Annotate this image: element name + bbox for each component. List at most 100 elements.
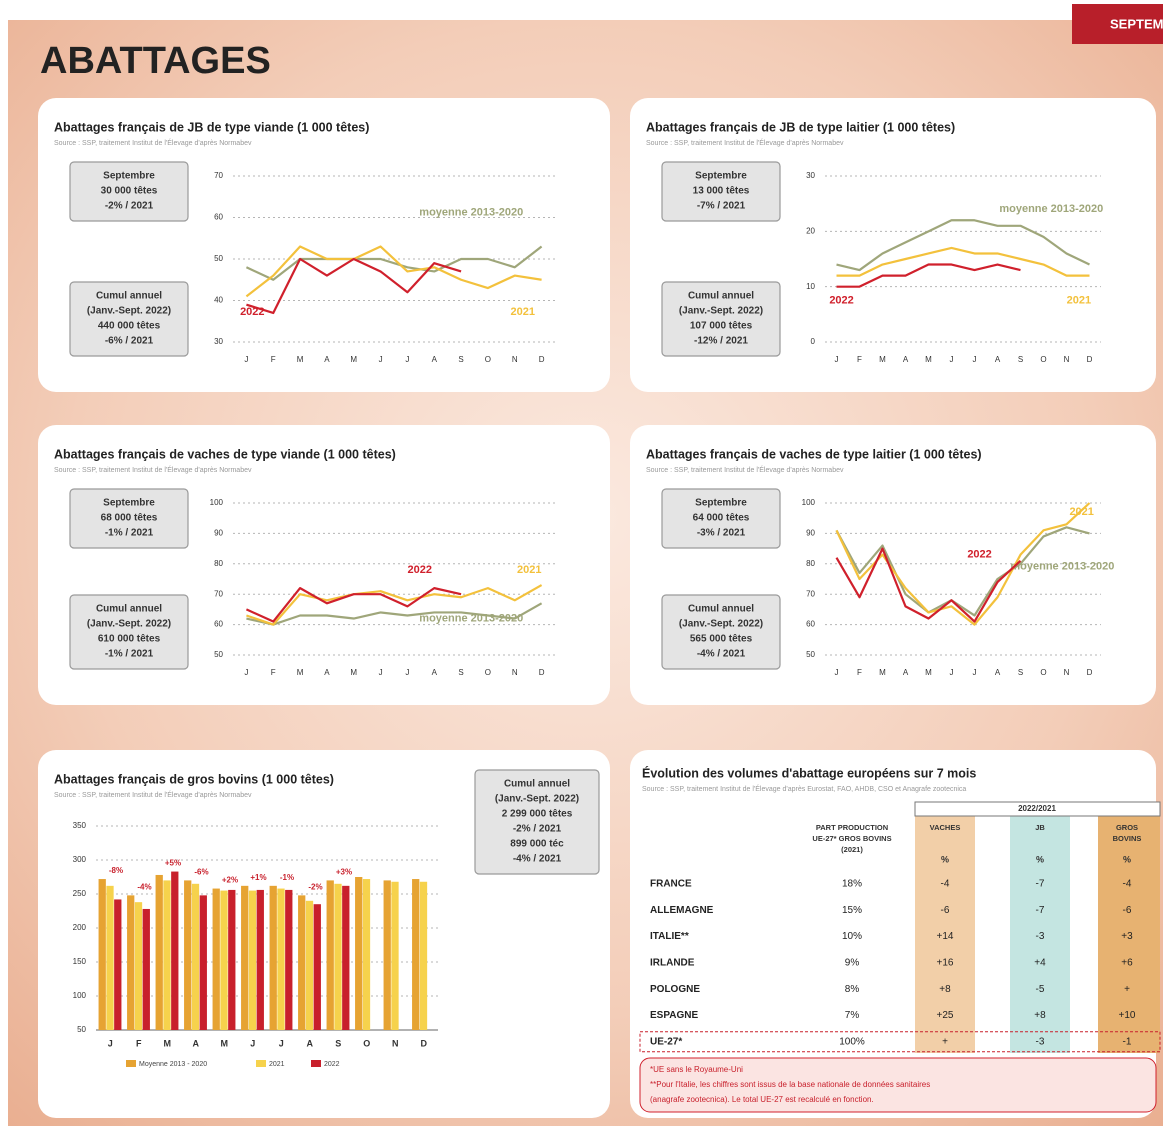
- chart-source: Source : SSP, traitement Institut de l'É…: [54, 465, 252, 474]
- bar: [212, 888, 220, 1030]
- table-cell: +16: [937, 958, 954, 969]
- x-tick-label: A: [307, 1038, 314, 1048]
- x-tick-label: S: [1018, 668, 1023, 677]
- y-tick-label: 70: [214, 589, 223, 598]
- table-cell: +4: [1034, 958, 1046, 969]
- y-tick-label: 80: [806, 559, 815, 568]
- bar: [362, 879, 371, 1030]
- x-tick-label: F: [857, 355, 862, 364]
- bar: [313, 904, 321, 1030]
- x-tick-label: A: [995, 668, 1001, 677]
- series-line: [245, 587, 462, 623]
- x-tick-label: D: [539, 355, 545, 364]
- bar: [155, 874, 163, 1030]
- x-tick-label: A: [903, 355, 909, 364]
- bar: [248, 890, 257, 1030]
- y-tick-label: 200: [73, 923, 87, 932]
- x-tick-label: M: [925, 668, 932, 677]
- info-box-line: (Janv.-Sept. 2022): [87, 619, 171, 630]
- bar: [228, 889, 236, 1030]
- column-header: PART PRODUCTION: [816, 823, 888, 832]
- row-label: IRLANDE: [650, 958, 695, 969]
- info-box-line: Cumul annuel: [504, 779, 570, 790]
- x-tick-label: M: [879, 668, 886, 677]
- chart-title: Abattages français de vaches de type lai…: [646, 447, 982, 461]
- table-cell: +8: [1034, 1010, 1046, 1021]
- table-cell: -4: [941, 879, 950, 890]
- table-cell: +6: [1121, 958, 1133, 969]
- x-tick-label: D: [1087, 668, 1093, 677]
- x-tick-label: J: [950, 355, 954, 364]
- x-tick-label: F: [136, 1038, 142, 1048]
- info-box-line: Septembre: [103, 171, 155, 182]
- info-box-line: -3% / 2021: [697, 528, 746, 539]
- row-label: ITALIE**: [650, 931, 689, 942]
- x-tick-label: O: [485, 355, 491, 364]
- legend-label: 2022: [324, 1061, 340, 1068]
- info-box-line: -12% / 2021: [694, 336, 748, 347]
- x-tick-label: A: [324, 355, 330, 364]
- table-cell: +3: [1121, 931, 1133, 942]
- series-label: moyenne 2013-2020: [419, 612, 523, 624]
- info-box-line: -7% / 2021: [697, 201, 746, 212]
- note: **Pour l'Italie, les chiffres sont issus…: [650, 1080, 930, 1089]
- x-tick-label: A: [903, 668, 909, 677]
- legend-label: 2021: [269, 1061, 285, 1068]
- bar-annotation: -1%: [280, 873, 294, 882]
- table-cell: -6: [1123, 905, 1132, 916]
- bar: [98, 879, 106, 1030]
- row-label: FRANCE: [650, 879, 692, 890]
- table-cell: -4: [1123, 879, 1132, 890]
- x-tick-label: J: [250, 1038, 255, 1048]
- table-cell: -1: [1123, 1036, 1132, 1047]
- info-box-line: (Janv.-Sept. 2022): [495, 794, 579, 805]
- series-line: [835, 526, 1090, 617]
- y-tick-label: 10: [806, 282, 815, 291]
- column-header: JB: [1035, 823, 1045, 832]
- bar: [277, 888, 285, 1030]
- notes-box: [639, 1057, 1157, 1113]
- y-tick-label: 30: [214, 337, 223, 346]
- x-tick-label: M: [297, 355, 304, 364]
- chart-title: Abattages français de gros bovins (1 000…: [54, 772, 334, 786]
- x-tick-label: N: [1064, 668, 1070, 677]
- x-tick-label: S: [335, 1038, 341, 1048]
- info-box-line: -6% / 2021: [105, 336, 154, 347]
- chart-panel: [38, 750, 610, 1118]
- x-tick-label: J: [973, 668, 977, 677]
- info-box: [661, 594, 781, 670]
- bar: [220, 890, 228, 1030]
- x-tick-label: J: [835, 355, 839, 364]
- row-label: POLOGNE: [650, 984, 700, 995]
- unit-label: %: [1123, 854, 1131, 864]
- series-line: [245, 245, 543, 281]
- info-box-line: 2 299 000 têtes: [502, 809, 573, 820]
- info-box: [69, 161, 189, 222]
- bar: [269, 885, 277, 1030]
- table-cell: -3: [1036, 931, 1045, 942]
- table-cell: 15%: [842, 905, 862, 916]
- info-box-line: 610 000 têtes: [98, 634, 161, 645]
- y-tick-label: 300: [73, 855, 87, 864]
- x-tick-label: M: [350, 668, 357, 677]
- bar: [285, 889, 293, 1030]
- x-tick-label: N: [1064, 355, 1070, 364]
- series-label: 2022: [967, 549, 991, 561]
- table-cell: 8%: [845, 984, 860, 995]
- info-box-line: 899 000 téc: [510, 839, 564, 850]
- bar-annotation: -6%: [194, 868, 208, 877]
- y-tick-label: 50: [214, 650, 223, 659]
- info-box: [69, 281, 189, 357]
- bar: [191, 883, 200, 1030]
- x-tick-label: J: [379, 668, 383, 677]
- info-box-line: Septembre: [695, 171, 747, 182]
- x-tick-label: J: [279, 1038, 284, 1048]
- bar: [184, 880, 192, 1030]
- info-box: [69, 488, 189, 549]
- y-tick-label: 100: [210, 498, 224, 507]
- x-tick-label: O: [363, 1038, 370, 1048]
- series-label: 2022: [829, 294, 853, 306]
- x-tick-label: J: [379, 355, 383, 364]
- info-box-line: -2% / 2021: [513, 824, 562, 835]
